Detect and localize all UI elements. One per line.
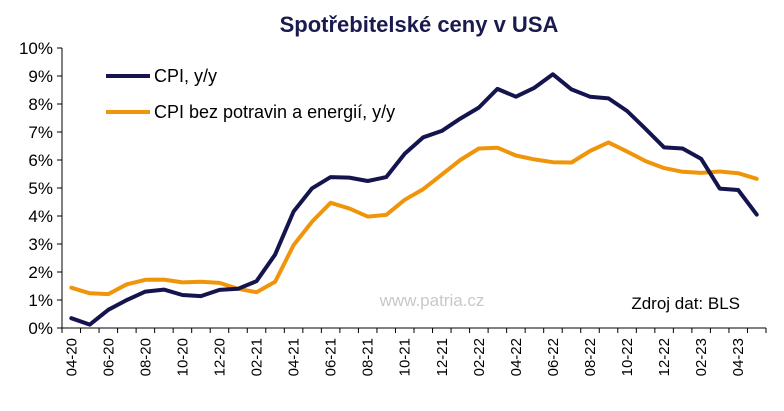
y-tick-label: 5% bbox=[28, 179, 53, 198]
x-tick-label: 06-20 bbox=[100, 338, 117, 376]
legend-label-2: CPI bez potravin a energií, y/y bbox=[154, 102, 395, 122]
y-tick-label: 3% bbox=[28, 235, 53, 254]
y-tick-label: 0% bbox=[28, 319, 53, 338]
series-line-2 bbox=[69, 140, 759, 297]
source-note: Zdroj dat: BLS bbox=[631, 294, 740, 313]
x-tick-label: 02-23 bbox=[693, 338, 710, 376]
chart-title: Spotřebitelské ceny v USA bbox=[280, 12, 559, 37]
x-tick-label: 06-22 bbox=[545, 338, 562, 376]
y-tick-label: 7% bbox=[28, 123, 53, 142]
x-tick-label: 12-21 bbox=[434, 338, 451, 376]
y-tick-label: 6% bbox=[28, 151, 53, 170]
x-tick-label: 10-21 bbox=[397, 338, 414, 376]
x-tick-label: 08-21 bbox=[360, 338, 377, 376]
x-tick-label: 12-20 bbox=[211, 338, 228, 376]
plot-area bbox=[69, 72, 759, 327]
y-tick-label: 1% bbox=[28, 291, 53, 310]
x-tick-label: 04-21 bbox=[286, 338, 303, 376]
y-tick-label: 9% bbox=[28, 67, 53, 86]
x-tick-label: 02-21 bbox=[249, 338, 266, 376]
legend-label-1: CPI, y/y bbox=[154, 66, 217, 86]
x-tick-label: 06-21 bbox=[323, 338, 340, 376]
x-tick-label: 08-20 bbox=[137, 338, 154, 376]
legend: CPI, y/y CPI bez potravin a energií, y/y bbox=[106, 66, 395, 122]
x-tick-label: 08-22 bbox=[582, 338, 599, 376]
y-tick-label: 4% bbox=[28, 207, 53, 226]
y-axis: 0% 1% 2% 3% 4% 5% 6% 7% 8% 9% 10% bbox=[19, 39, 63, 338]
y-tick-label: 10% bbox=[19, 39, 53, 58]
y-tick-label: 2% bbox=[28, 263, 53, 282]
x-axis: 04-20 06-20 08-20 10-20 12-20 02-21 04-21 06-21… bbox=[61, 327, 767, 376]
y-tick-label: 8% bbox=[28, 95, 53, 114]
x-tick-label: 02-22 bbox=[471, 338, 488, 376]
x-tick-label: 12-22 bbox=[656, 338, 673, 376]
x-tick-label: 10-20 bbox=[174, 338, 191, 376]
series-line-1 bbox=[69, 72, 759, 327]
x-tick-label: 10-22 bbox=[619, 338, 636, 376]
watermark: www.patria.cz bbox=[379, 291, 485, 310]
x-tick-label: 04-20 bbox=[63, 338, 80, 376]
x-tick-label: 04-23 bbox=[730, 338, 747, 376]
x-tick-label: 04-22 bbox=[508, 338, 525, 376]
